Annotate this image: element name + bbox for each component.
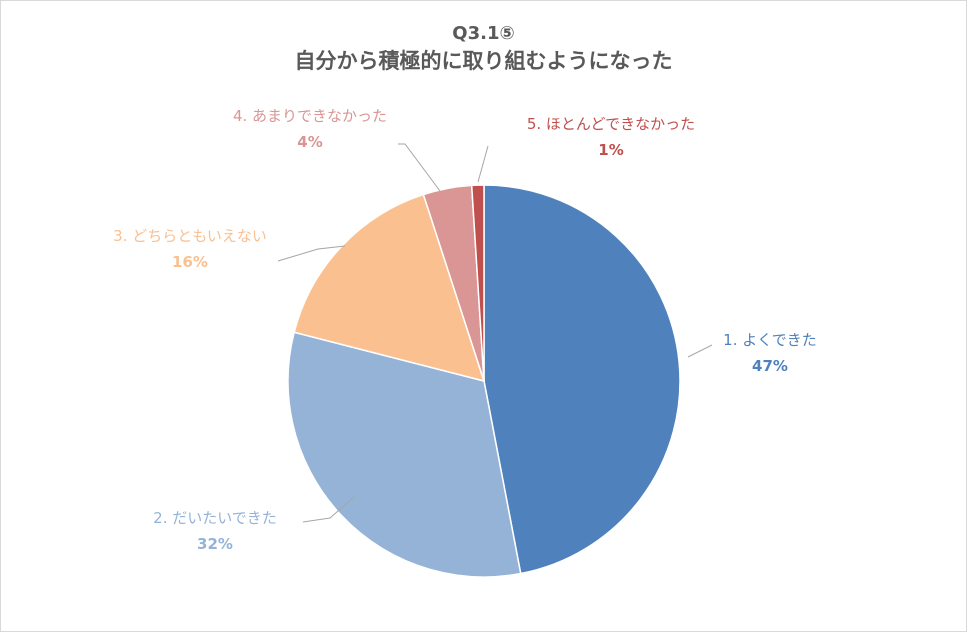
chart-title: Q3.1⑤	[452, 23, 515, 44]
pie-slices	[287, 184, 681, 578]
slice-labels: 1. よくできた 47% 2. だいたいできた 32% 3. どちらともいえない 16% 4…	[113, 107, 817, 553]
slice-value-label-1: 47%	[752, 357, 788, 375]
leader-line-3	[277, 245, 346, 262]
slice-label-4: 4. あまりできなかった	[233, 107, 387, 125]
slice-value-label-4: 4%	[297, 133, 322, 151]
chart-title-block: Q3.1⑤ 自分から積極的に取り組むようになった	[0, 22, 967, 76]
slice-value-label-5: 1%	[598, 141, 623, 159]
leader-lines	[277, 143, 713, 523]
chart-subtitle: 自分から積極的に取り組むようになった	[294, 49, 673, 73]
slice-label-3: 3. どちらともいえない	[113, 227, 267, 245]
leader-line-2	[302, 496, 355, 523]
slice-label-2: 2. だいたいできた	[153, 509, 277, 527]
leader-line-5	[477, 145, 489, 183]
slice-value-label-3: 16%	[172, 253, 208, 271]
pie-slice-2	[287, 331, 522, 578]
slice-value-label-2: 32%	[197, 535, 233, 553]
pie-slice-1	[483, 184, 681, 575]
slice-label-5: 5. ほとんどできなかった	[527, 115, 695, 133]
pie-slice-5	[470, 184, 485, 382]
leader-line-4	[398, 143, 441, 192]
slice-label-1: 1. よくできた	[723, 331, 817, 349]
leader-line-1	[687, 344, 713, 358]
